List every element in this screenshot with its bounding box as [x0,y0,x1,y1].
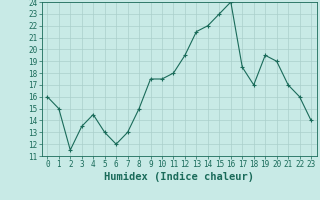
X-axis label: Humidex (Indice chaleur): Humidex (Indice chaleur) [104,172,254,182]
